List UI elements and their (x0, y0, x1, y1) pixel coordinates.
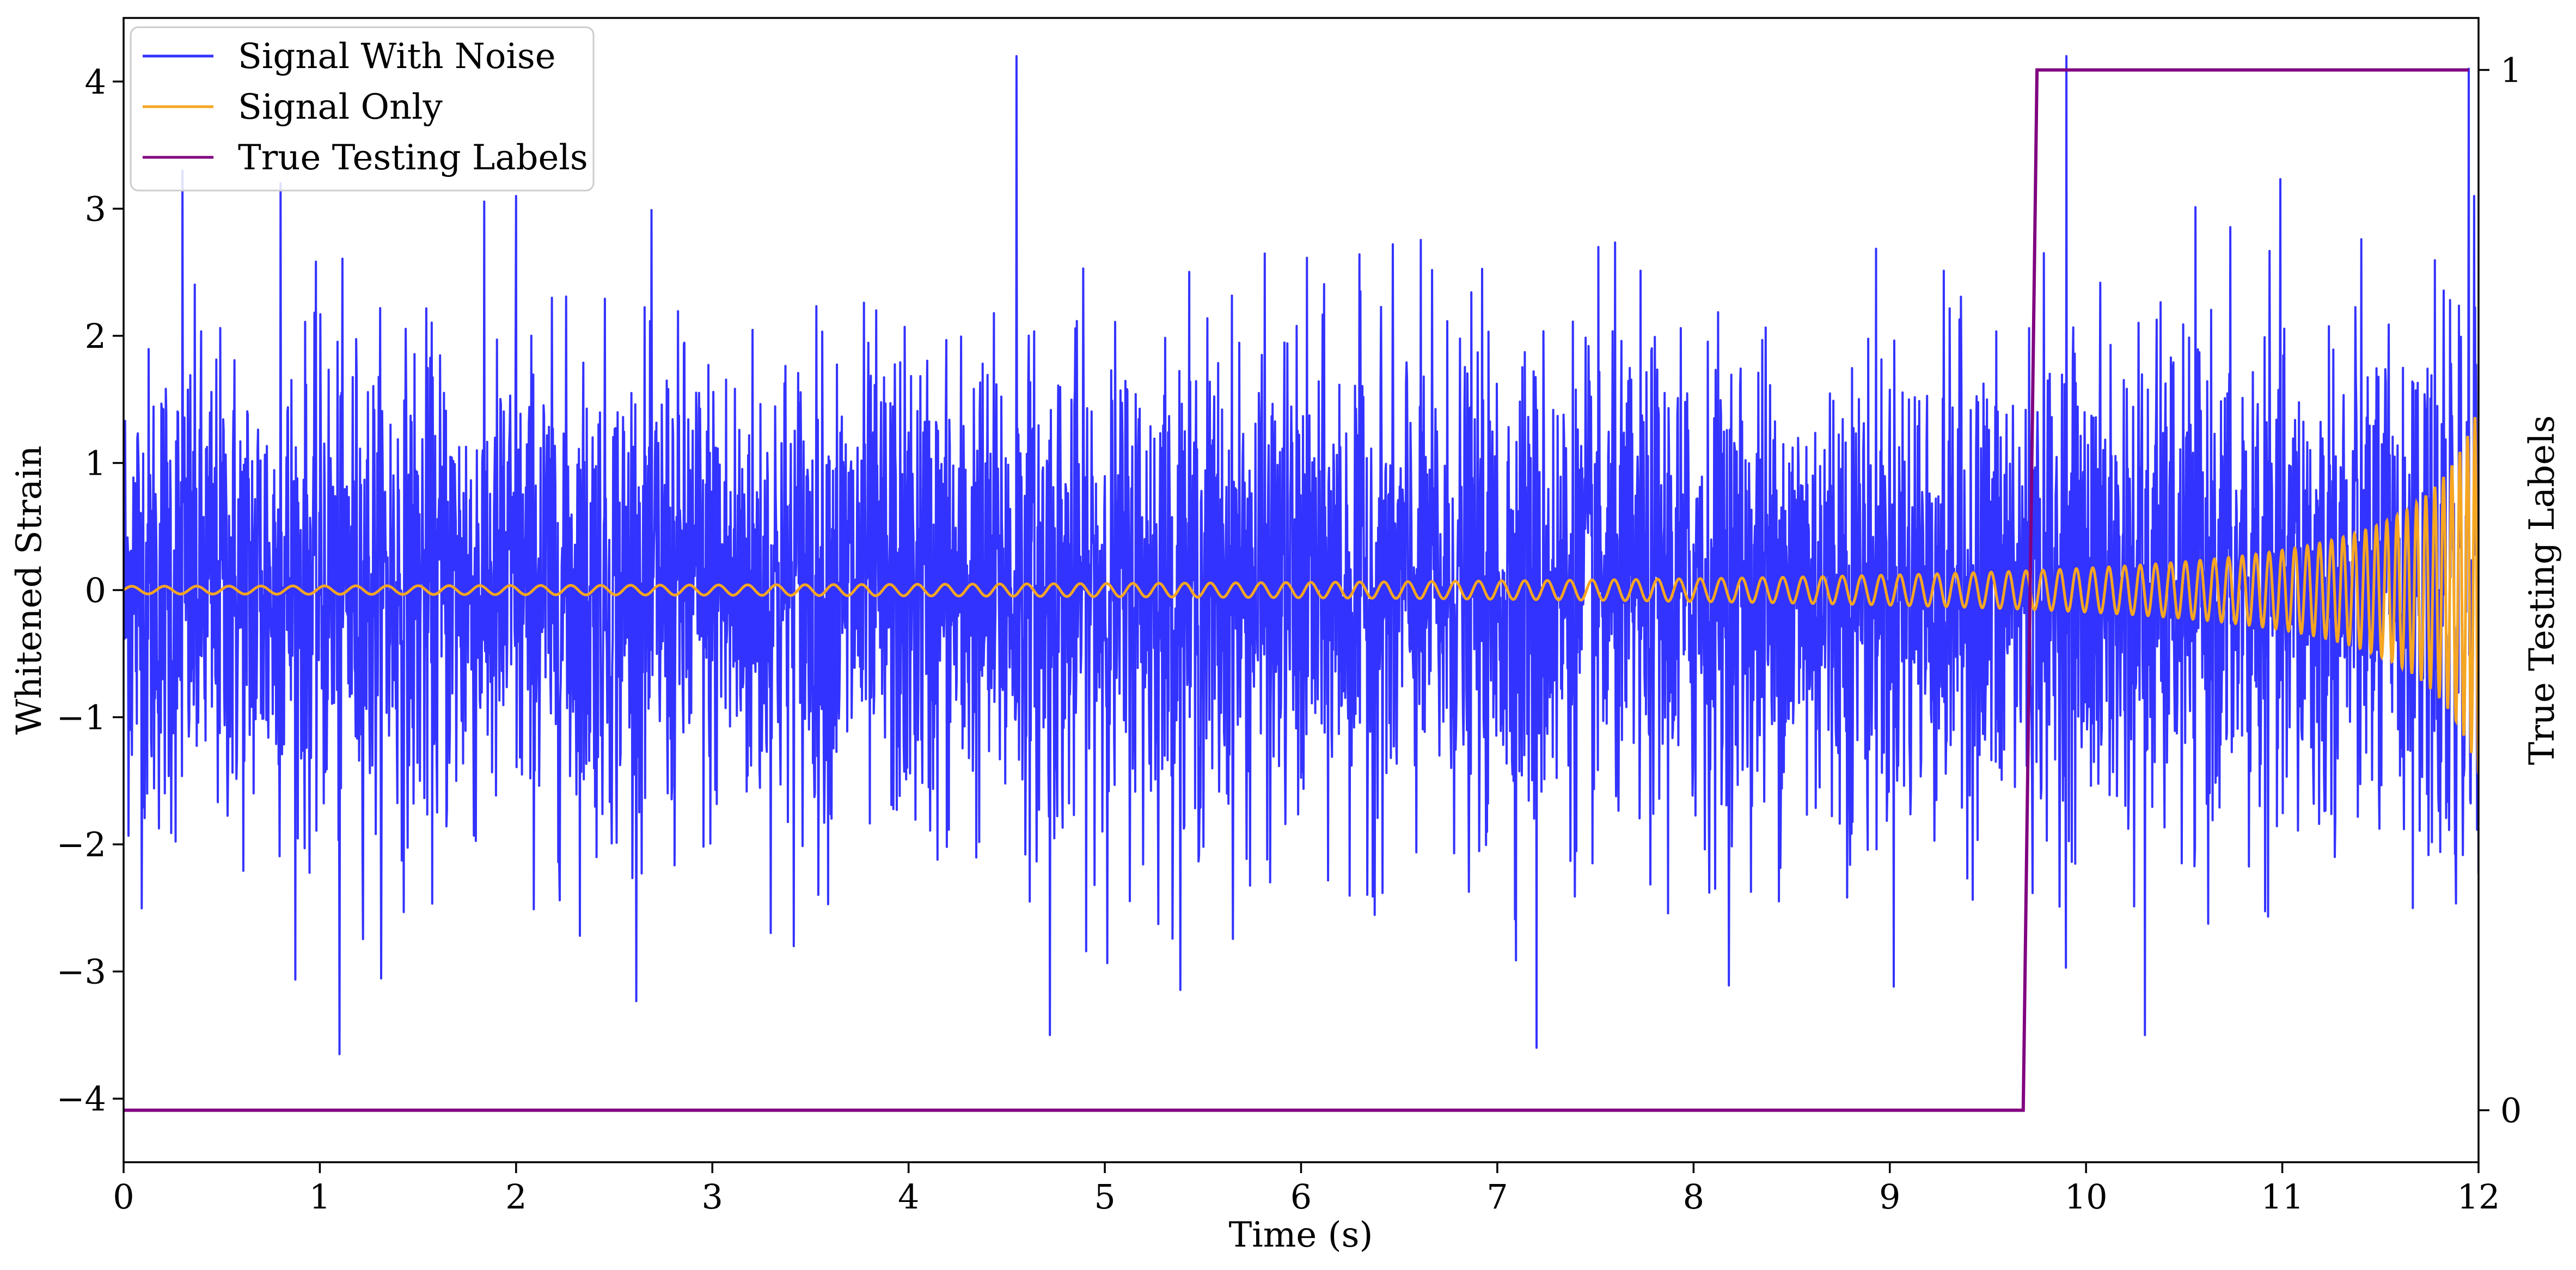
true-testing-labels-line (124, 68, 2469, 1112)
y2-tick-label: 1 (2500, 51, 2522, 90)
y-tick-label: 0 (85, 570, 106, 610)
x-tick-label: 4 (898, 1177, 919, 1217)
y2-tick-label: 0 (2500, 1090, 2522, 1130)
y-tick-label: −2 (57, 825, 106, 864)
x-tick-label: 7 (1486, 1177, 1508, 1217)
y-tick-label: −4 (57, 1079, 106, 1119)
x-tick-label: 3 (702, 1177, 723, 1217)
legend-label-signal-only: Signal Only (238, 87, 443, 127)
x-axis-label: Time (s) (1229, 1215, 1373, 1255)
y2-axis-ticks: 10 (2479, 51, 2522, 1130)
x-tick-label: 8 (1683, 1177, 1704, 1217)
y-tick-label: 4 (85, 62, 106, 102)
x-tick-label: 0 (113, 1177, 134, 1217)
x-tick-label: 12 (2457, 1177, 2500, 1217)
signal-only-line (124, 416, 2479, 775)
x-tick-label: 5 (1094, 1177, 1115, 1217)
legend: Signal With Noise Signal Only True Testi… (130, 26, 595, 192)
y-tick-label: 3 (85, 189, 106, 229)
y-tick-label: −1 (57, 698, 106, 738)
x-tick-label: 2 (505, 1177, 527, 1217)
signal-with-noise-line (124, 55, 2479, 1056)
x-axis-ticks: 0 1 2 3 4 5 6 7 8 9 10 11 12 (113, 1162, 2500, 1217)
legend-label-signal-with-noise: Signal With Noise (238, 36, 556, 77)
y-axis-ticks: 4 3 2 1 0 −1 −2 −3 −4 (57, 62, 124, 1119)
x-tick-label: 10 (2065, 1177, 2108, 1217)
legend-label-true-testing-labels: True Testing Labels (238, 138, 588, 178)
legend-box (130, 26, 595, 192)
x-tick-label: 1 (309, 1177, 331, 1217)
x-tick-label: 11 (2261, 1177, 2304, 1217)
y-tick-label: −3 (57, 952, 106, 992)
x-tick-label: 9 (1879, 1177, 1900, 1217)
y2-axis-label: True Testing Labels (2522, 415, 2562, 765)
y-axis-label: Whitened Strain (9, 445, 50, 734)
series-layer (124, 55, 2479, 1112)
x-tick-label: 6 (1290, 1177, 1312, 1217)
y-tick-label: 1 (85, 443, 106, 483)
y-tick-label: 2 (85, 316, 106, 356)
